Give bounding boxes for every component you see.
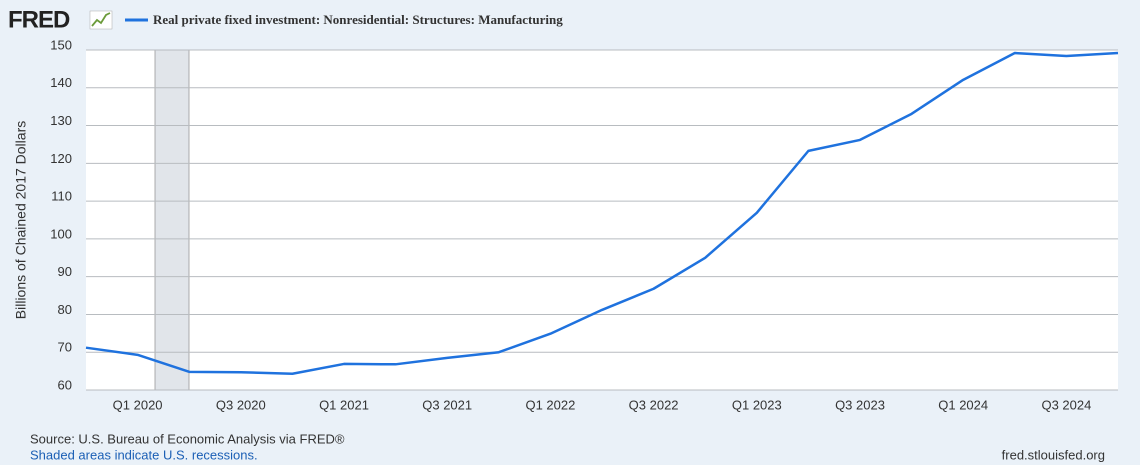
y-tick-label: 110 [51, 189, 72, 204]
x-tick-label: Q3 2022 [629, 397, 679, 412]
y-tick-label: 130 [50, 113, 72, 128]
x-tick-label: Q1 2023 [732, 397, 782, 412]
x-tick-label: Q3 2020 [216, 397, 266, 412]
x-tick-label: Q3 2024 [1041, 397, 1091, 412]
site: fred.stlouisfed.org [1002, 447, 1105, 462]
recession-note: Shaded areas indicate U.S. recessions. [30, 447, 258, 462]
x-tick-label: Q1 2021 [319, 397, 369, 412]
y-tick-label: 140 [50, 75, 72, 90]
x-tick-label: Q3 2023 [835, 397, 885, 412]
source: Source: U.S. Bureau of Economic Analysis… [30, 431, 345, 446]
y-tick-label: 70 [58, 340, 72, 355]
plot-area [86, 50, 1118, 390]
x-tick-label: Q3 2021 [422, 397, 472, 412]
recession-shading [154, 49, 190, 391]
logo-icon [89, 10, 113, 30]
y-tick-label: 60 [58, 377, 72, 392]
x-tick-label: Q1 2024 [938, 397, 988, 412]
x-tick-label: Q1 2020 [113, 397, 163, 412]
y-tick-label: 100 [50, 226, 72, 241]
y-tick-label: 120 [50, 151, 72, 166]
x-tick-label: Q1 2022 [525, 397, 575, 412]
y-tick-label: 150 [50, 37, 72, 52]
y-tick-label: 90 [58, 264, 72, 279]
series-line [85, 51, 1119, 376]
y-axis-title: Billions of Chained 2017 Dollars [13, 121, 29, 319]
legend-label: Real private fixed investment: Nonreside… [153, 12, 563, 27]
logo: FRED [8, 6, 70, 33]
y-tick-label: 80 [58, 302, 72, 317]
